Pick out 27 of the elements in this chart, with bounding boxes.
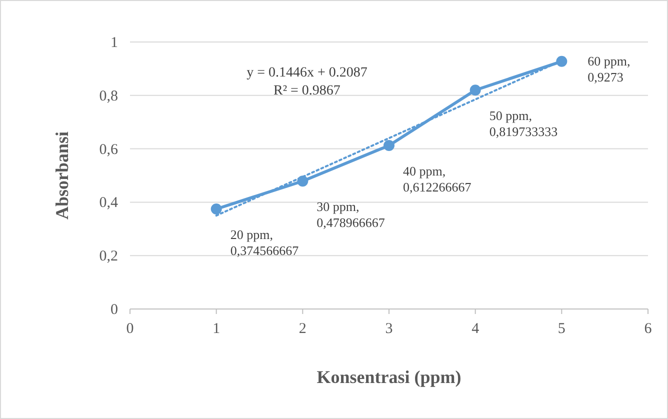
y-tick-label: 0,2 <box>99 248 118 265</box>
point <box>210 203 222 214</box>
x-tick-label: 0 <box>126 321 134 337</box>
x-tick-label: 6 <box>644 321 652 337</box>
x-tick-label: 2 <box>298 321 306 337</box>
point <box>556 56 568 67</box>
data-label: 60 ppm, 0,9273 <box>588 53 630 84</box>
y-axis-title: Absorbansi <box>52 131 72 220</box>
x-tick-label: 5 <box>558 321 566 337</box>
annotation: R² = 0.9867 <box>274 84 340 99</box>
data-label: 30 ppm, 0,478966667 <box>316 199 386 230</box>
data-label: 40 ppm, 0,612266667 <box>403 164 472 195</box>
y-tick-label: 0,8 <box>99 88 118 104</box>
x-tick-label: 3 <box>385 321 393 337</box>
x-axis-title: Konsentrasi (ppm) <box>316 367 462 387</box>
point <box>384 140 394 152</box>
x-tick-label: 4 <box>472 321 480 337</box>
data-label: 20 ppm, 0,374566667 <box>230 226 300 258</box>
y-tick-label: 0 <box>110 302 118 318</box>
y-tick-label: 1 <box>110 35 118 51</box>
annotation: y = 0.1446x + 0.2087 <box>246 66 368 81</box>
x-tick-label: 1 <box>212 321 220 337</box>
y-tick-label: 0,6 <box>99 142 118 158</box>
data-label: 50 ppm, 0,819733333 <box>489 108 558 140</box>
point <box>470 84 481 96</box>
y-tick-label: 0,4 <box>99 195 118 212</box>
point <box>297 176 308 187</box>
